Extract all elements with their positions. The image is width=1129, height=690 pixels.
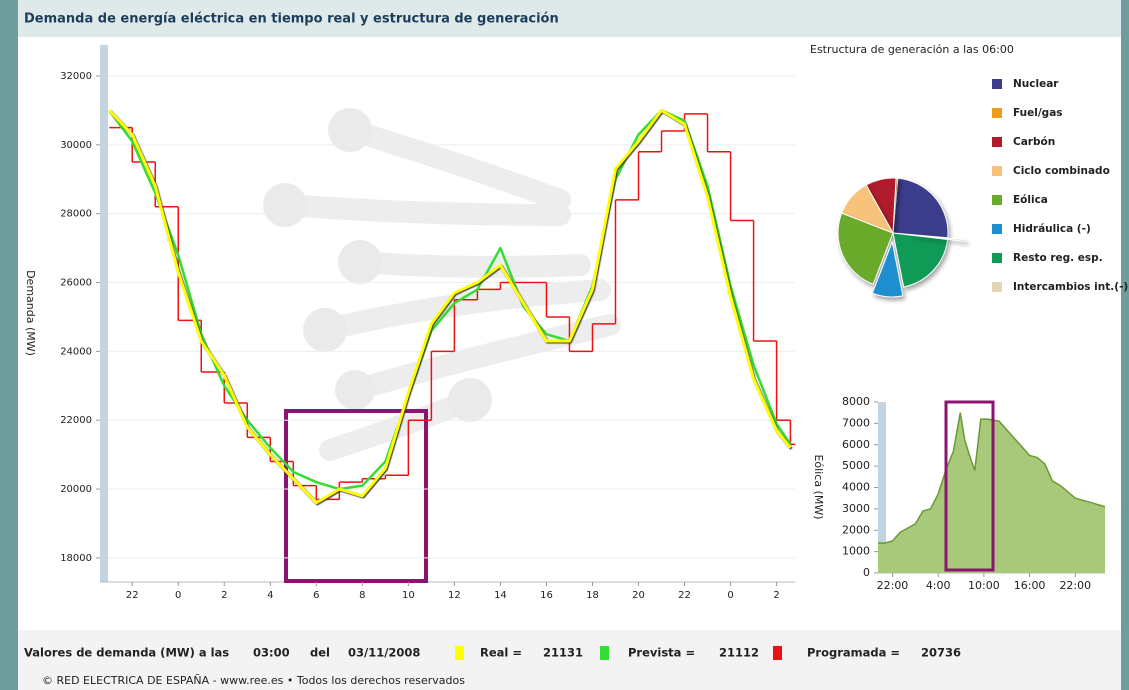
y-tick-label: 2000 [842, 523, 870, 536]
left-border [0, 0, 18, 690]
legend-label: Resto reg. esp. [1013, 252, 1103, 264]
legend-swatch [992, 253, 1002, 263]
readout-time: 03:00 [253, 646, 290, 660]
legend-label: Fuel/gas [1013, 107, 1063, 119]
y-tick-label: 24000 [60, 346, 92, 357]
readout-del: del [310, 646, 330, 660]
legend-swatch [992, 137, 1002, 147]
legend-swatch [992, 282, 1002, 292]
legend-swatch [992, 195, 1002, 205]
y-tick-label: 20000 [60, 484, 92, 495]
x-tick-label: 2 [221, 590, 227, 601]
y-tick-label: 1000 [842, 545, 870, 558]
x-tick-label: 4 [267, 590, 273, 601]
y-tick-label: 8000 [842, 395, 870, 408]
x-tick-label: 4:00 [926, 579, 951, 592]
readout-date: 03/11/2008 [348, 646, 420, 660]
y-tick-label: 28000 [60, 209, 92, 220]
footer: © RED ELECTRICA DE ESPAÑA - www.ree.es •… [42, 674, 465, 687]
readout-swatch [773, 646, 782, 660]
y-tick-label: 26000 [60, 278, 92, 289]
readout-item-value: 21112 [719, 646, 759, 660]
readout-item-label: Prevista = [628, 646, 695, 660]
readout-item-value: 21131 [543, 646, 583, 660]
x-tick-label: 2 [773, 590, 779, 601]
legend-swatch [992, 108, 1002, 118]
legend-label: Carbón [1013, 136, 1055, 148]
y-axis-bar [100, 45, 108, 582]
y-tick-label: 4000 [842, 481, 870, 494]
x-tick-label: 22 [126, 590, 139, 601]
page: Demanda de energía eléctrica en tiempo r… [0, 0, 1129, 690]
x-tick-label: 20 [632, 590, 645, 601]
x-tick-label: 18 [586, 590, 599, 601]
x-tick-label: 22:00 [1059, 579, 1091, 592]
y-tick-label: 0 [863, 566, 870, 579]
x-tick-label: 0 [727, 590, 733, 601]
readout-swatch [455, 646, 464, 660]
legend-label: Nuclear [1013, 78, 1059, 90]
y-tick-label: 30000 [60, 140, 92, 151]
legend-swatch [992, 224, 1002, 234]
x-tick-label: 14 [494, 590, 507, 601]
readout-item-label: Real = [480, 646, 522, 660]
readout: Valores de demanda (MW) a las 03:00 del 03/… [24, 646, 961, 661]
x-tick-label: 22 [678, 590, 691, 601]
legend-swatch [992, 166, 1002, 176]
legend-swatch [992, 79, 1002, 89]
readout-label: Valores de demanda (MW) a las [24, 646, 229, 660]
y-tick-label: 18000 [60, 553, 92, 564]
header-title: Demanda de energía eléctrica en tiempo r… [24, 12, 559, 27]
legend-label: Intercambios int.(-) [1013, 281, 1128, 293]
y-tick-label: 22000 [60, 415, 92, 426]
area-y-axis-label: Eólica (MW) [812, 454, 825, 519]
y-tick-label: 6000 [842, 438, 870, 451]
legend-label: Eólica [1013, 194, 1048, 206]
x-tick-label: 10:00 [968, 579, 1000, 592]
x-tick-label: 16:00 [1014, 579, 1046, 592]
x-tick-label: 16 [540, 590, 553, 601]
x-tick-label: 6 [313, 590, 319, 601]
legend-label: Hidráulica (-) [1013, 223, 1091, 235]
x-tick-label: 10 [402, 590, 415, 601]
y-tick-label: 32000 [60, 71, 92, 82]
readout-swatch [600, 646, 609, 660]
right-border [1121, 0, 1129, 690]
y-tick-label: 5000 [842, 459, 870, 472]
pie-title: Estructura de generación a las 06:00 [810, 43, 1014, 56]
y-tick-label: 7000 [842, 416, 870, 429]
x-tick-label: 22:00 [877, 579, 909, 592]
legend-label: Ciclo combinado [1013, 165, 1110, 177]
y-axis-label: Demanda (MW) [24, 270, 37, 356]
x-tick-label: 12 [448, 590, 461, 601]
x-tick-label: 0 [175, 590, 181, 601]
readout-item-value: 20736 [921, 646, 961, 660]
y-tick-label: 3000 [842, 502, 870, 515]
readout-item-label: Programada = [807, 646, 900, 660]
x-tick-label: 8 [359, 590, 365, 601]
